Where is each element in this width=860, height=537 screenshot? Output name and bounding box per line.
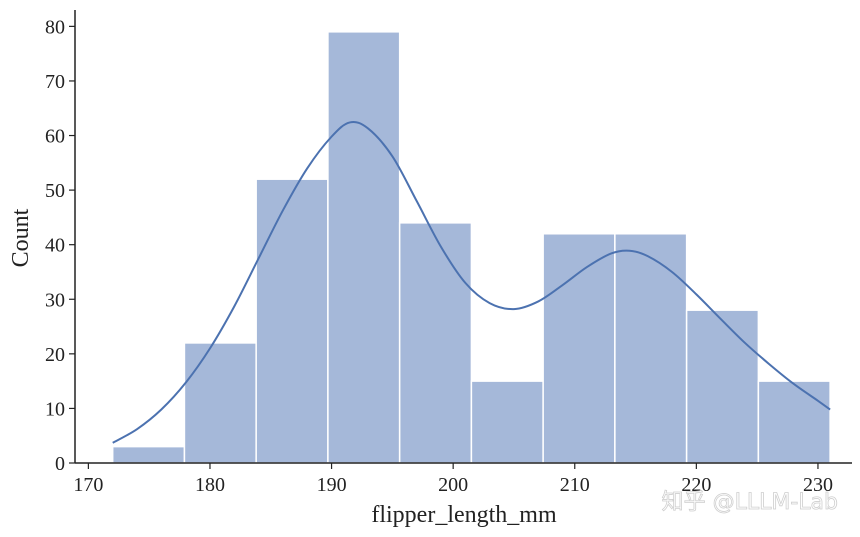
histogram-bar-1 xyxy=(111,445,186,464)
histogram-bar-3 xyxy=(255,178,329,464)
y-tick-label: 20 xyxy=(45,344,65,366)
x-tick-label: 200 xyxy=(438,474,468,496)
x-tick-label: 170 xyxy=(73,474,103,496)
x-tick-label: 220 xyxy=(681,474,711,496)
x-tick-label: 210 xyxy=(560,474,590,496)
histogram-bars xyxy=(111,31,831,464)
watermark: 知乎 @LLLM-Lab xyxy=(662,490,838,515)
y-tick-label: 40 xyxy=(45,235,65,257)
y-tick-label: 70 xyxy=(45,71,65,93)
axes xyxy=(74,10,852,464)
y-axis-label: Count xyxy=(8,208,34,267)
histogram-bar-6 xyxy=(470,380,544,464)
histogram-bar-8 xyxy=(614,233,688,464)
histogram-bar-10 xyxy=(757,380,831,464)
y-axis-ticks: 0 10 20 30 40 50 60 70 80 xyxy=(45,16,75,475)
histogram-bar-2 xyxy=(183,342,257,464)
x-axis-ticks: 170 180 190 200 210 220 230 xyxy=(73,463,833,496)
y-tick-label: 60 xyxy=(45,126,65,148)
x-tick-label: 230 xyxy=(803,474,833,496)
y-tick-label: 80 xyxy=(45,16,65,38)
x-axis-label: flipper_length_mm xyxy=(371,502,557,528)
y-tick-label: 30 xyxy=(45,289,65,311)
histogram-bar-5 xyxy=(398,222,473,464)
x-tick-label: 180 xyxy=(195,474,225,496)
y-tick-label: 50 xyxy=(45,180,65,202)
y-tick-label: 0 xyxy=(55,453,65,475)
histogram-bar-7 xyxy=(542,233,616,464)
histogram-bar-9 xyxy=(685,309,760,464)
kde-curve xyxy=(112,121,831,444)
histogram-bar-4 xyxy=(327,31,401,464)
y-tick-label: 10 xyxy=(45,398,65,420)
x-tick-label: 190 xyxy=(317,474,347,496)
